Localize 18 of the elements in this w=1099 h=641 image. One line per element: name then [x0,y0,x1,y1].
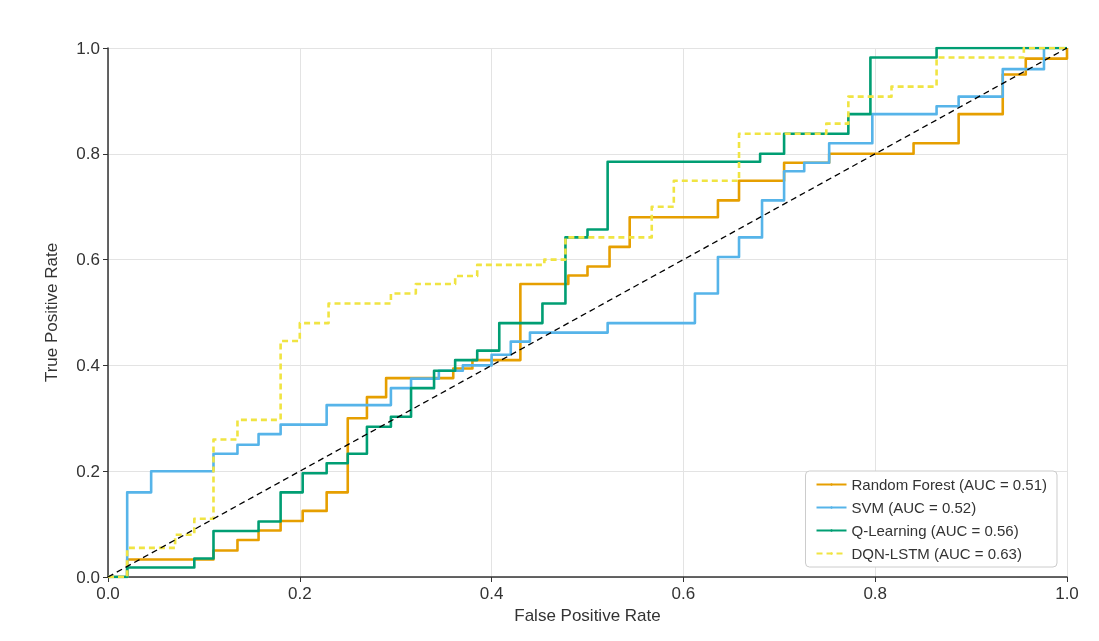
x-tick-label: 0.0 [96,584,120,603]
x-axis-title: False Positive Rate [514,605,661,625]
y-tick-label: 0.0 [76,567,100,587]
x-tick-label: 0.2 [287,584,312,603]
y-tick-label: 0.2 [76,461,100,481]
y-tick-label: 1.0 [76,38,100,58]
legend-label: DQN-LSTM (AUC = 0.63) [851,545,1022,562]
y-tick-label: 0.4 [76,355,100,375]
x-tick-label: 0.6 [671,584,696,603]
legend-label: SVM (AUC = 0.52) [851,499,977,516]
y-axis-title: True Positive Rate [42,242,61,383]
x-tick-label: 0.8 [863,584,888,603]
y-tick-label: 0.8 [76,144,100,164]
legend-label: Q-Learning (AUC = 0.56) [851,522,1019,539]
y-tick-label: 0.6 [76,250,100,270]
x-tick-label: 1.0 [1055,584,1079,603]
legend-label: Random Forest (AUC = 0.51) [851,476,1048,493]
x-tick-label: 0.4 [479,584,504,603]
